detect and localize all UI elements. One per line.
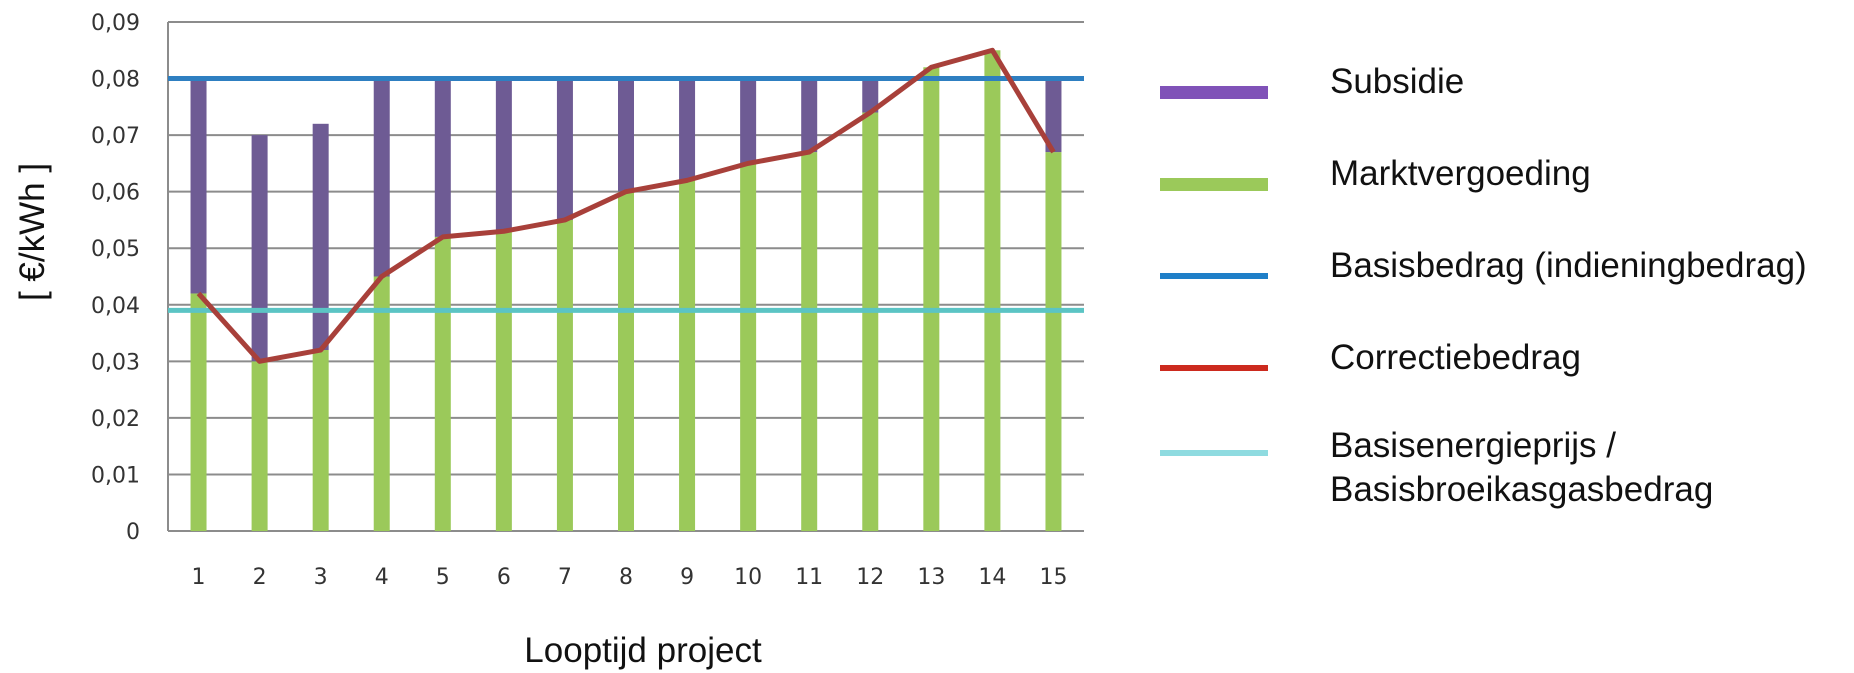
x-tick-label: 10: [734, 565, 762, 590]
x-tick-label: 15: [1039, 565, 1067, 590]
bar-subsidie: [1045, 78, 1062, 153]
legend-swatch-basisenergieprijs: [1160, 450, 1268, 456]
legend-label: Marktvergoeding: [1330, 154, 1591, 193]
bar-subsidie: [740, 78, 757, 164]
x-tick-label: 13: [917, 565, 945, 590]
x-tick-label: 8: [619, 565, 633, 590]
x-tick-label: 3: [314, 565, 328, 590]
bar-marktvergoeding: [190, 293, 207, 531]
y-tick-label: 0,02: [91, 407, 140, 432]
bar-subsidie: [434, 78, 451, 237]
legend-label: Correctiebedrag: [1330, 338, 1581, 377]
bar-subsidie: [495, 78, 512, 232]
legend-item-marktvergoeding: Marktvergoeding: [1160, 152, 1850, 212]
bar-marktvergoeding: [373, 276, 390, 531]
bar-marktvergoeding: [495, 231, 512, 531]
x-tick-label: 1: [192, 565, 206, 590]
legend-item-basisbedrag: Basisbedrag (indieningbedrag): [1160, 244, 1850, 304]
bar-subsidie: [251, 135, 268, 362]
x-tick-labels: 1 2 3 4 5 6 7 8 9 10 11 12 13 14 15: [192, 565, 1068, 590]
bar-marktvergoeding: [1045, 152, 1062, 532]
legend-label: Subsidie: [1330, 62, 1465, 101]
reference-lines: [168, 76, 1084, 313]
y-tick-label: 0: [126, 520, 140, 545]
y-tick-label: 0,07: [91, 124, 140, 149]
y-tick-label: 0,03: [91, 350, 140, 375]
bar-marktvergoeding: [434, 236, 451, 531]
x-tick-label: 7: [558, 565, 572, 590]
x-tick-label: 9: [680, 565, 694, 590]
y-tick-labels: 0 0,01 0,02 0,03 0,04 0,05 0,06 0,07 0,08 0,09: [91, 11, 140, 545]
legend-swatch-correctiebedrag: [1160, 365, 1268, 371]
bar-marktvergoeding: [984, 50, 1001, 532]
y-tick-label: 0,08: [91, 68, 140, 93]
x-axis-title: Looptijd project: [524, 631, 762, 670]
legend-swatch-marktvergoeding: [1160, 178, 1268, 191]
bar-subsidie: [801, 78, 818, 153]
bar-subsidie: [312, 123, 329, 351]
x-tick-label: 5: [436, 565, 450, 590]
legend-swatch-basisbedrag: [1160, 273, 1268, 279]
y-tick-label: 0,05: [91, 237, 140, 262]
correctiebedrag-line: [196, 47, 1056, 364]
legend-item-subsidie: Subsidie: [1160, 60, 1850, 120]
bar-subsidie: [618, 78, 634, 192]
bars: [190, 50, 1062, 532]
bar-marktvergoeding: [618, 191, 634, 531]
x-tick-label: 11: [795, 565, 823, 590]
y-tick-label: 0,06: [91, 181, 140, 206]
legend-label: Basisenergieprijs / Basisbroeikasgasbedr…: [1330, 426, 1714, 509]
bar-subsidie: [679, 78, 696, 181]
bar-marktvergoeding: [679, 180, 696, 531]
x-tick-label: 4: [375, 565, 389, 590]
correction-line: [196, 47, 1056, 364]
bar-marktvergoeding: [862, 112, 879, 531]
bar-subsidie: [190, 78, 207, 294]
x-tick-label: 12: [856, 565, 884, 590]
bar-marktvergoeding: [923, 67, 940, 531]
bar-subsidie: [556, 78, 573, 220]
x-tick-label: 14: [978, 565, 1006, 590]
legend-label: Basisbedrag (indieningbedrag): [1330, 246, 1807, 285]
legend-swatch-subsidie: [1160, 86, 1268, 99]
legend-item-correctiebedrag: Correctiebedrag: [1160, 336, 1850, 396]
bar-marktvergoeding: [801, 152, 818, 532]
bar-marktvergoeding: [251, 361, 268, 531]
y-axis-title: [ €/kWh ]: [13, 163, 52, 301]
bar-subsidie: [373, 78, 390, 277]
bar-subsidie: [862, 78, 879, 113]
legend-item-basisenergieprijs: Basisenergieprijs / Basisbroeikasgasbedr…: [1160, 424, 1850, 524]
bar-marktvergoeding: [312, 350, 329, 531]
bar-marktvergoeding: [556, 219, 573, 531]
y-tick-label: 0,01: [91, 463, 140, 488]
x-tick-label: 6: [497, 565, 511, 590]
x-tick-label: 2: [253, 565, 267, 590]
y-tick-label: 0,09: [91, 11, 140, 36]
y-tick-label: 0,04: [91, 294, 140, 319]
bar-marktvergoeding: [740, 163, 757, 531]
